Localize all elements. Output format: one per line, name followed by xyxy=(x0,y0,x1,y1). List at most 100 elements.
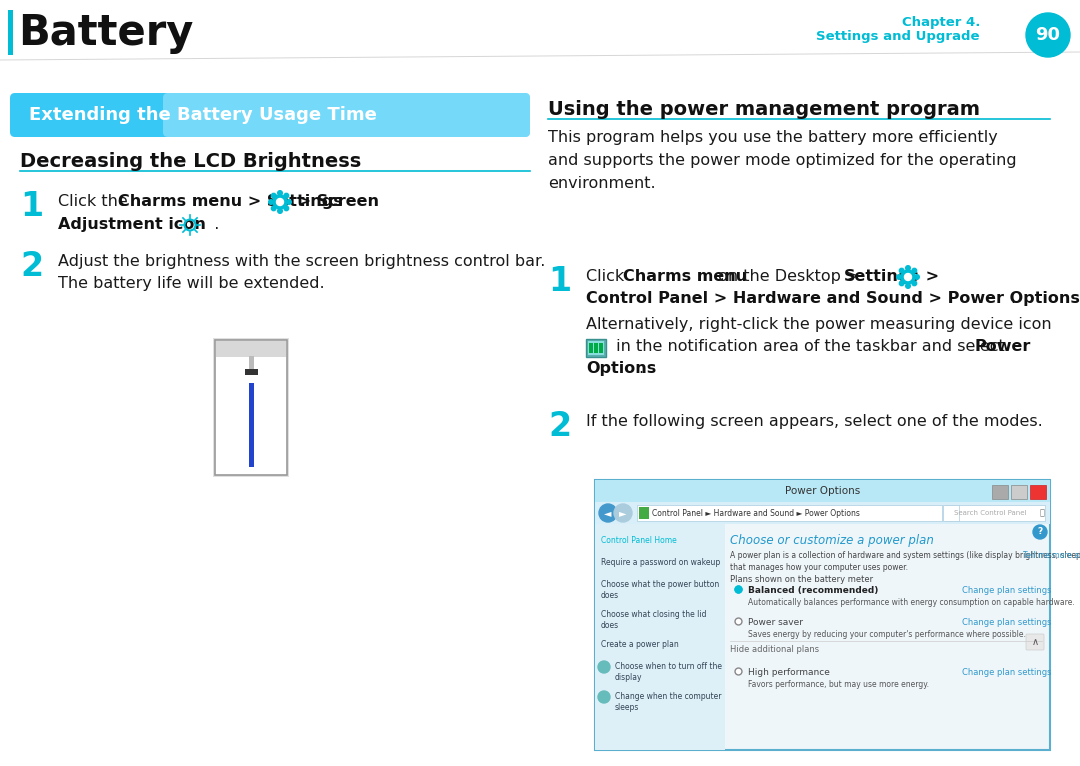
Text: 1: 1 xyxy=(548,265,571,298)
FancyBboxPatch shape xyxy=(1026,634,1044,650)
Bar xyxy=(1011,485,1027,499)
FancyBboxPatch shape xyxy=(163,93,530,137)
Circle shape xyxy=(278,191,282,195)
Bar xyxy=(24,98,33,132)
Bar xyxy=(423,98,432,132)
Bar xyxy=(8,10,13,55)
Text: 2: 2 xyxy=(548,410,571,443)
Text: Control Panel Home: Control Panel Home xyxy=(600,536,677,545)
Bar xyxy=(287,98,297,132)
Circle shape xyxy=(271,206,275,211)
Text: Using the power management program: Using the power management program xyxy=(548,100,980,119)
Bar xyxy=(270,98,280,132)
Bar xyxy=(143,98,152,132)
Bar xyxy=(993,485,1008,499)
Bar xyxy=(508,98,517,132)
Bar xyxy=(244,98,254,132)
Text: on the Desktop >: on the Desktop > xyxy=(713,269,865,284)
Circle shape xyxy=(598,661,610,673)
Bar xyxy=(457,98,467,132)
Bar xyxy=(389,98,399,132)
Bar xyxy=(125,98,135,132)
Bar xyxy=(215,340,287,475)
Bar xyxy=(92,98,102,132)
Bar xyxy=(599,343,603,353)
Text: Power: Power xyxy=(974,339,1030,354)
Bar xyxy=(134,98,144,132)
Bar xyxy=(586,339,606,357)
Circle shape xyxy=(906,283,910,288)
Text: ∧: ∧ xyxy=(1031,637,1039,647)
Bar xyxy=(253,98,262,132)
Text: Control Panel > Hardware and Sound > Power Options: Control Panel > Hardware and Sound > Pow… xyxy=(586,291,1080,306)
Text: Balanced (recommended): Balanced (recommended) xyxy=(748,586,878,595)
Text: in the notification area of the taskbar and select: in the notification area of the taskbar … xyxy=(611,339,1010,354)
Text: High performance: High performance xyxy=(748,668,829,677)
Bar xyxy=(406,98,416,132)
Bar xyxy=(372,98,381,132)
Text: Charms menu > Settings: Charms menu > Settings xyxy=(118,194,342,209)
Bar xyxy=(491,98,500,132)
Bar xyxy=(397,98,407,132)
Bar xyxy=(160,98,168,132)
Bar xyxy=(57,98,67,132)
Bar xyxy=(117,98,126,132)
Text: Decreasing the LCD Brightness: Decreasing the LCD Brightness xyxy=(21,152,361,171)
Circle shape xyxy=(273,195,287,209)
Circle shape xyxy=(615,504,632,522)
Text: Choose what closing the lid
does: Choose what closing the lid does xyxy=(600,610,706,630)
Text: Adjust the brightness with the screen brightness control bar.
The battery life w: Adjust the brightness with the screen br… xyxy=(58,254,545,291)
Text: Charms menu: Charms menu xyxy=(623,269,747,284)
Text: Require a password on wakeup: Require a password on wakeup xyxy=(600,558,720,567)
Bar xyxy=(312,98,322,132)
Text: 90: 90 xyxy=(1036,26,1061,44)
Text: 2: 2 xyxy=(21,250,43,283)
Text: Plans shown on the battery meter: Plans shown on the battery meter xyxy=(730,575,873,584)
Text: 1: 1 xyxy=(21,190,43,223)
Bar xyxy=(589,343,593,353)
Circle shape xyxy=(286,200,292,205)
Bar xyxy=(516,98,526,132)
Bar xyxy=(75,98,84,132)
Text: ◄: ◄ xyxy=(604,508,611,518)
FancyBboxPatch shape xyxy=(10,93,530,137)
Text: Favors performance, but may use more energy.: Favors performance, but may use more ene… xyxy=(748,680,929,689)
Bar xyxy=(329,98,339,132)
Text: Power Options: Power Options xyxy=(785,486,860,496)
Bar xyxy=(595,480,1050,502)
Bar xyxy=(595,502,1050,524)
Circle shape xyxy=(1032,525,1047,539)
Bar xyxy=(355,98,365,132)
Bar xyxy=(219,98,229,132)
Bar xyxy=(100,98,109,132)
Text: Chapter 4.: Chapter 4. xyxy=(902,16,980,29)
Bar xyxy=(108,98,118,132)
Bar xyxy=(639,507,649,519)
Circle shape xyxy=(284,206,288,211)
Circle shape xyxy=(734,585,742,592)
Bar xyxy=(202,98,212,132)
Circle shape xyxy=(599,504,617,522)
Bar xyxy=(321,98,330,132)
Bar xyxy=(448,98,458,132)
Text: .: . xyxy=(204,217,219,232)
Bar xyxy=(83,98,93,132)
Bar xyxy=(483,98,492,132)
Text: Saves energy by reducing your computer's performance where possible.: Saves energy by reducing your computer's… xyxy=(748,630,1026,639)
Bar xyxy=(245,369,258,375)
Text: Settings: Settings xyxy=(843,269,920,284)
Bar xyxy=(228,98,237,132)
Bar xyxy=(49,98,58,132)
Bar xyxy=(595,524,725,750)
Circle shape xyxy=(1026,13,1070,57)
Bar xyxy=(213,338,289,477)
Bar xyxy=(216,341,286,357)
Circle shape xyxy=(269,200,273,205)
Bar xyxy=(432,98,441,132)
Text: .: . xyxy=(1010,291,1015,306)
Bar xyxy=(41,98,50,132)
Text: ►: ► xyxy=(619,508,626,518)
Bar xyxy=(474,98,484,132)
Text: Choose or customize a power plan: Choose or customize a power plan xyxy=(730,534,934,547)
Text: Click the: Click the xyxy=(58,194,133,209)
